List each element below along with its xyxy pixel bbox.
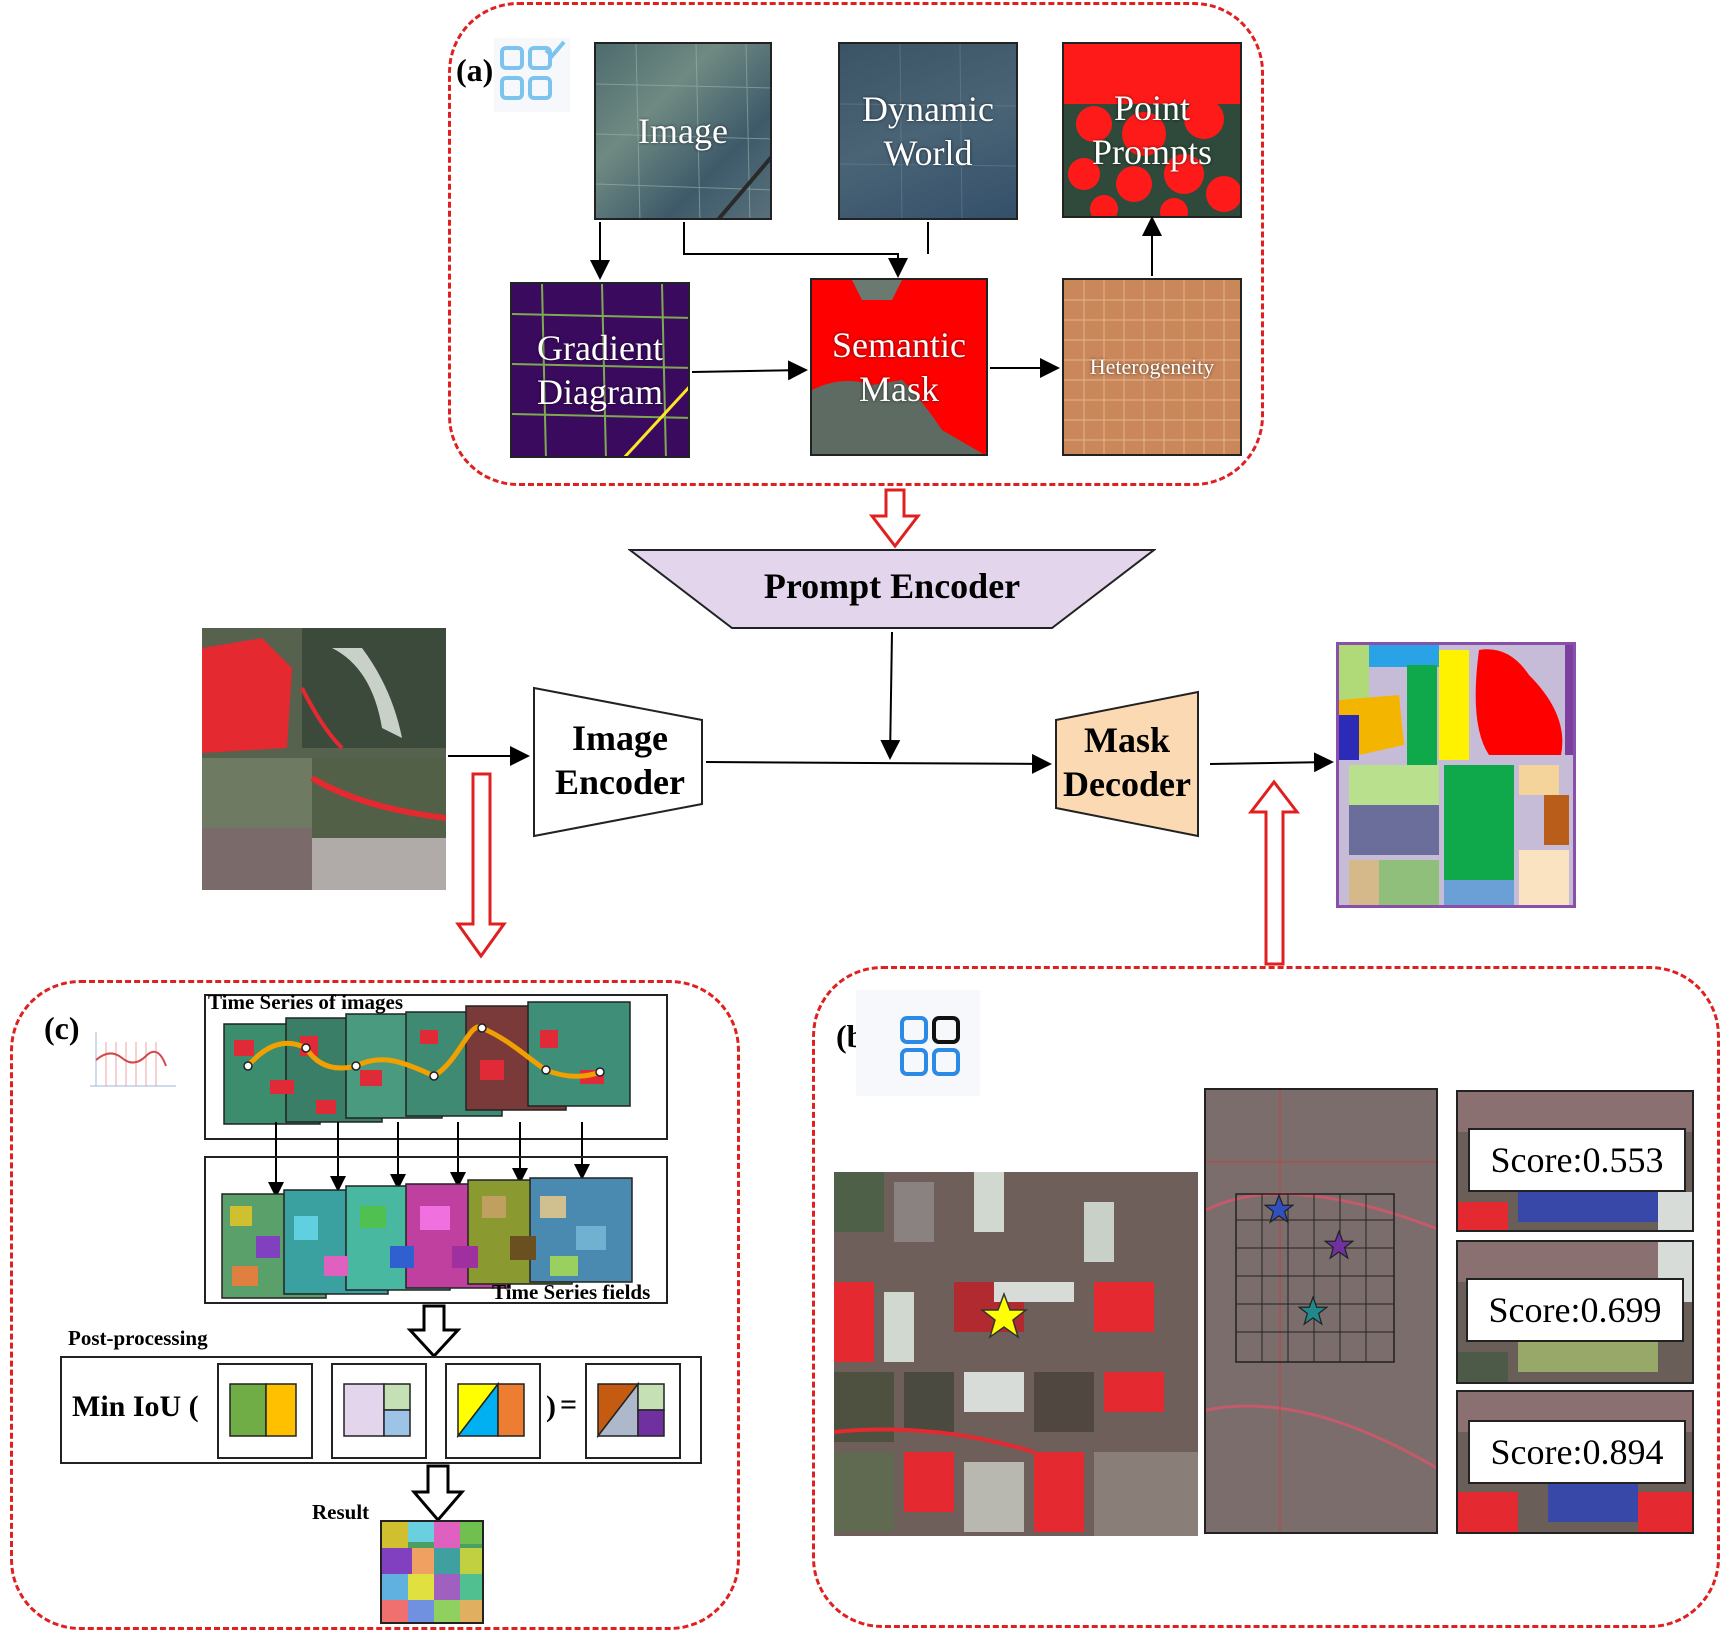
time-series-fields-label: Time Series fields xyxy=(492,1280,651,1304)
image-encoder-line1: Image xyxy=(572,718,668,758)
blue-star-icon xyxy=(1264,1194,1294,1224)
time-series-down-arrows xyxy=(268,1122,590,1198)
prompt-encoder-shape xyxy=(628,549,1156,629)
prompt-encoder-label: Prompt Encoder xyxy=(763,566,1021,606)
panel-a xyxy=(448,2,1264,486)
panel-b-satellite-image xyxy=(834,1172,1198,1536)
gradient-diagram-tile: Gradient Diagram xyxy=(510,282,690,458)
heterogeneity-text: Heterogeneity xyxy=(1089,354,1215,379)
result-image xyxy=(380,1520,484,1624)
score-value-2: Score:0.699 xyxy=(1466,1278,1684,1342)
point-prompts-line2: Prompts xyxy=(1091,132,1213,172)
min-iou-label: Min IoU ( xyxy=(72,1390,199,1423)
score-value-3: Score:0.894 xyxy=(1468,1420,1686,1484)
image-encoder-shape xyxy=(533,686,703,838)
time-series-images-label: Time Series of images xyxy=(208,990,403,1014)
panel-a-label: (a) xyxy=(456,52,494,88)
close-paren: ) xyxy=(546,1390,556,1423)
panel-b xyxy=(812,966,1720,1628)
semantic-line1: Semantic xyxy=(832,325,966,365)
score-value-1: Score:0.553 xyxy=(1468,1128,1686,1192)
panel-c xyxy=(10,980,740,1630)
heterogeneity-tile: Heterogeneity xyxy=(1062,278,1242,456)
post-processing-label: Post-processing xyxy=(68,1326,208,1350)
image-tile-text: Image xyxy=(638,111,728,151)
purple-star-icon xyxy=(1324,1230,1354,1260)
panel-a-arrows xyxy=(590,216,1162,549)
down-arrow-to-postprocessing xyxy=(406,1304,462,1359)
equals-sign: = xyxy=(560,1388,578,1421)
min-iou-box xyxy=(60,1356,702,1464)
gradient-line1: Gradient xyxy=(537,328,663,368)
gradient-line2: Diagram xyxy=(537,372,663,412)
time-series-field-stack xyxy=(221,1177,633,1299)
checklist-grid-icon xyxy=(494,38,570,112)
line-chart-icon xyxy=(90,1032,176,1087)
time-series-images-box xyxy=(204,994,668,1140)
result-label: Result xyxy=(312,1500,370,1524)
image-tile: Image xyxy=(594,42,772,220)
input-satellite-image xyxy=(202,628,446,890)
center-arrows xyxy=(448,631,1334,966)
image-encoder-line2: Encoder xyxy=(555,762,685,802)
mask-decoder-shape xyxy=(1055,690,1199,838)
point-prompts-tile: Point Prompts xyxy=(1062,42,1242,218)
panel-c-label: (c) xyxy=(44,1010,80,1046)
point-prompts-line1: Point xyxy=(1113,88,1191,128)
mask-decoder-line1: Mask xyxy=(1083,720,1170,760)
panel-b-grid-zoom xyxy=(1204,1088,1438,1534)
semantic-line2: Mask xyxy=(859,369,939,409)
mask-decoder-label: Mask Decoder xyxy=(1054,718,1200,806)
dynamic-world-line2: World xyxy=(883,133,973,173)
output-segmentation-map xyxy=(1336,642,1576,908)
target-star-icon xyxy=(980,1292,1028,1339)
mask-decoder-line2: Decoder xyxy=(1063,764,1191,804)
grid-selection-icon xyxy=(856,990,980,1096)
down-arrow-to-result xyxy=(410,1464,466,1523)
dynamic-world-tile: Dynamic World xyxy=(838,42,1018,220)
semantic-mask-tile: Semantic Mask xyxy=(810,278,988,456)
dynamic-world-line1: Dynamic xyxy=(862,89,994,129)
time-series-fields-box xyxy=(204,1156,668,1304)
time-series-image-stack xyxy=(223,1001,631,1125)
min-iou-masks xyxy=(217,1363,681,1459)
image-encoder-label: Image Encoder xyxy=(542,716,698,804)
teal-star-icon xyxy=(1298,1296,1328,1326)
